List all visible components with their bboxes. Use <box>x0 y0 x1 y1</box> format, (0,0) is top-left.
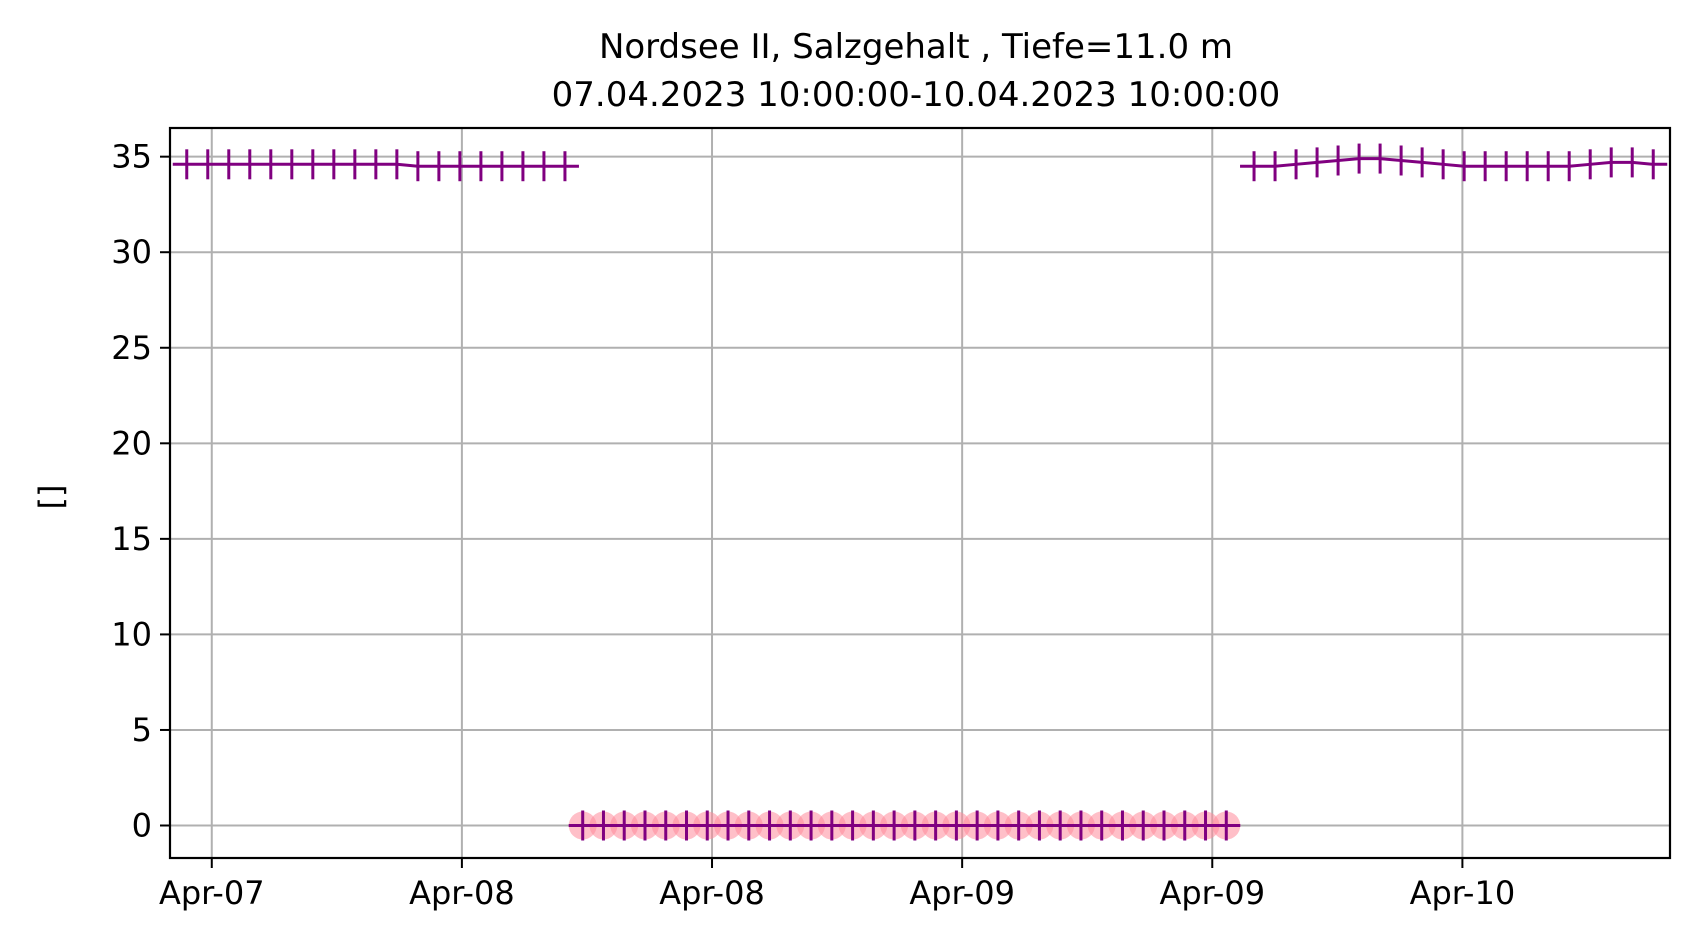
y-tick-label: 5 <box>132 711 152 749</box>
y-tick-label: 30 <box>111 233 152 271</box>
series-layer <box>172 143 1668 841</box>
y-tick-label: 15 <box>111 520 152 558</box>
series-line <box>1240 157 1668 168</box>
x-tick-label: Apr-08 <box>659 874 765 912</box>
x-tick-label: Apr-08 <box>409 874 515 912</box>
tick-layer: 0 5 10 15 20 25 30 35 Apr-07 Apr-08 Apr-08 Apr-09 Ap… <box>111 138 1515 912</box>
x-tick-label: Apr-07 <box>159 874 265 912</box>
y-tick-label: 20 <box>111 424 152 462</box>
grid-layer <box>170 128 1670 858</box>
y-axis-label: [] <box>32 485 70 510</box>
y-tick-label: 25 <box>111 329 152 367</box>
chart-subtitle: 07.04.2023 10:00:00-10.04.2023 10:00:00 <box>552 75 1281 115</box>
x-tick-label: Apr-10 <box>1410 874 1516 912</box>
plot-frame <box>168 126 1672 860</box>
x-tick-label: Apr-09 <box>1159 874 1265 912</box>
y-tick-label: 0 <box>132 807 152 845</box>
y-tick-label: 10 <box>111 615 152 653</box>
y-tick-label: 35 <box>111 138 152 176</box>
chart-title: Nordsee II, Salzgehalt , Tiefe=11.0 m <box>599 27 1233 67</box>
x-tick-label: Apr-09 <box>909 874 1015 912</box>
